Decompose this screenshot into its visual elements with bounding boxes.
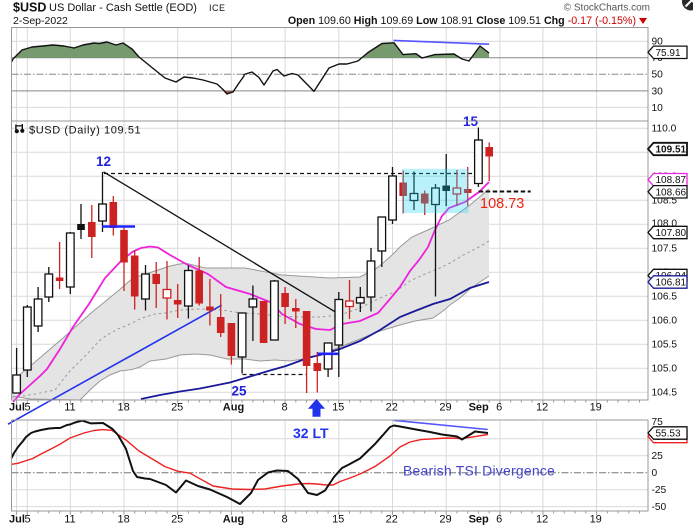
svg-text:106.5: 106.5 xyxy=(652,292,678,303)
svg-text:29: 29 xyxy=(439,402,451,414)
svg-text:Open 109.60 High 109.69 Low 10: Open 109.60 High 109.69 Low 108.91 Close… xyxy=(288,15,636,27)
svg-text:Sep: Sep xyxy=(469,402,489,414)
svg-text:$USD: $USD xyxy=(13,1,46,15)
svg-text:105.0: 105.0 xyxy=(652,364,678,375)
svg-text:6: 6 xyxy=(496,402,502,414)
svg-text:Aug: Aug xyxy=(223,514,244,526)
svg-text:8: 8 xyxy=(282,402,288,414)
svg-text:Jul: Jul xyxy=(9,402,25,414)
svg-text:Aug: Aug xyxy=(223,402,244,414)
svg-text:25: 25 xyxy=(171,514,183,526)
svg-text:75: 75 xyxy=(652,417,664,428)
svg-text:12: 12 xyxy=(536,514,548,526)
svg-text:106.81: 106.81 xyxy=(656,278,687,289)
svg-text:25: 25 xyxy=(232,384,248,399)
svg-text:22: 22 xyxy=(386,402,398,414)
svg-text:0: 0 xyxy=(652,468,658,479)
svg-text:104.5: 104.5 xyxy=(652,388,678,399)
svg-text:32 LT: 32 LT xyxy=(293,425,329,441)
svg-text:6: 6 xyxy=(496,514,502,526)
svg-text:75.91: 75.91 xyxy=(656,48,681,59)
svg-text:15: 15 xyxy=(332,402,344,414)
svg-text:© StockCharts.com: © StockCharts.com xyxy=(564,3,650,14)
svg-text:105.5: 105.5 xyxy=(652,340,678,351)
svg-text:50: 50 xyxy=(652,70,664,81)
svg-text:11: 11 xyxy=(64,514,75,526)
svg-text:25: 25 xyxy=(171,402,183,414)
svg-text:18: 18 xyxy=(117,402,129,414)
svg-text:$USD (Daily) 109.51: $USD (Daily) 109.51 xyxy=(29,125,141,137)
svg-text:108.5: 108.5 xyxy=(652,196,678,207)
svg-text:108.87: 108.87 xyxy=(656,175,687,186)
svg-text:11: 11 xyxy=(64,402,75,414)
svg-text:22: 22 xyxy=(386,514,398,526)
svg-text:8: 8 xyxy=(282,514,288,526)
svg-text:-50: -50 xyxy=(652,502,667,513)
svg-text:12: 12 xyxy=(96,154,111,169)
svg-text:108.0: 108.0 xyxy=(652,219,678,230)
svg-text:19: 19 xyxy=(590,514,602,526)
svg-text:ICE: ICE xyxy=(209,3,226,13)
svg-text:90: 90 xyxy=(652,37,664,48)
svg-text:30: 30 xyxy=(652,86,664,97)
svg-text:18: 18 xyxy=(117,514,129,526)
svg-text:107.5: 107.5 xyxy=(652,244,678,255)
svg-text:12: 12 xyxy=(536,402,548,414)
svg-text:109.51: 109.51 xyxy=(656,145,687,156)
svg-text:-25: -25 xyxy=(652,485,667,496)
svg-text:106.0: 106.0 xyxy=(652,316,678,327)
svg-text:55.53: 55.53 xyxy=(656,429,681,440)
svg-text:5: 5 xyxy=(24,402,30,414)
svg-text:108.66: 108.66 xyxy=(656,187,687,198)
svg-text:10: 10 xyxy=(652,103,664,114)
svg-text:107.80: 107.80 xyxy=(656,228,687,239)
svg-text:2-Sep-2022: 2-Sep-2022 xyxy=(13,15,68,27)
svg-text:15: 15 xyxy=(332,514,344,526)
svg-text:29: 29 xyxy=(439,514,451,526)
svg-text:108.73: 108.73 xyxy=(480,196,524,212)
svg-text:US Dollar - Cash Settle (EOD): US Dollar - Cash Settle (EOD) xyxy=(49,2,197,14)
svg-text:25: 25 xyxy=(652,451,664,462)
svg-text:Bearish TSI Divergence: Bearish TSI Divergence xyxy=(403,463,555,479)
svg-text:Sep: Sep xyxy=(469,514,489,526)
svg-text:19: 19 xyxy=(590,402,602,414)
svg-text:Jul: Jul xyxy=(9,514,25,526)
svg-text:5: 5 xyxy=(24,514,30,526)
svg-text:110.0: 110.0 xyxy=(652,124,677,135)
